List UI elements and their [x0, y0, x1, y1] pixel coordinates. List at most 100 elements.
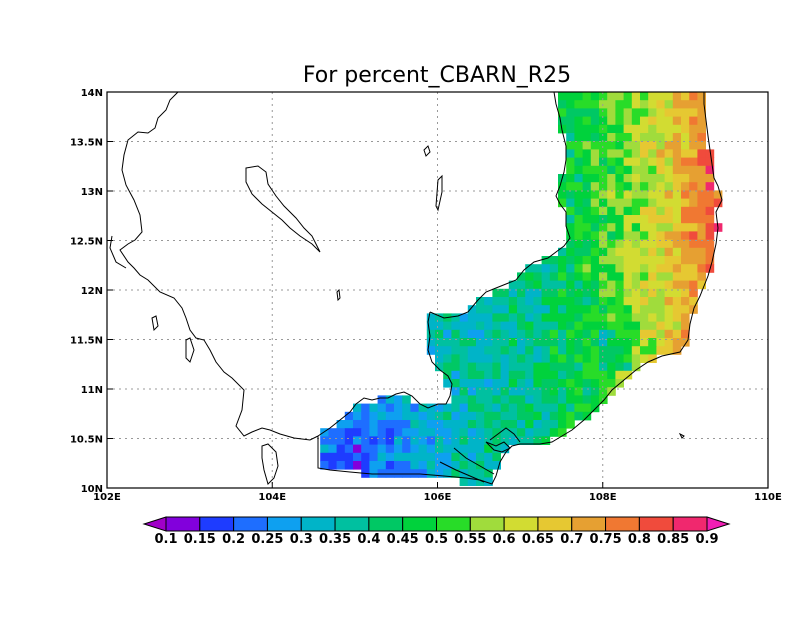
field-cell	[607, 149, 616, 158]
field-cell	[705, 223, 715, 232]
island-east-2	[435, 174, 443, 212]
field-cell	[394, 436, 403, 445]
field-cell	[402, 452, 411, 462]
field-cell	[484, 305, 493, 314]
field-cell	[697, 231, 706, 240]
field-cell	[648, 165, 657, 175]
field-cell	[558, 313, 567, 322]
field-cell	[369, 420, 378, 429]
field-cell	[689, 108, 698, 117]
field-cell	[517, 288, 526, 298]
field-cell	[640, 321, 649, 331]
colorbar-high-arrow	[706, 516, 731, 532]
field-cell	[566, 116, 575, 126]
field-cell	[672, 297, 682, 306]
field-cell	[435, 313, 444, 322]
field-cell	[517, 354, 526, 363]
field-cell	[640, 124, 649, 134]
colorbar-swatch	[334, 516, 370, 532]
field-cell	[418, 428, 428, 437]
field-cell	[631, 329, 641, 339]
field-cell	[574, 190, 583, 199]
field-cell	[377, 403, 387, 413]
field-cell	[607, 346, 616, 355]
field-cell	[590, 190, 600, 199]
field-cell	[500, 288, 510, 298]
colorbar-swatch	[233, 516, 268, 532]
field-cell	[385, 452, 395, 462]
field-cell	[590, 288, 600, 298]
field-cell	[590, 354, 600, 363]
field-cell	[402, 411, 411, 421]
field-cell	[492, 305, 501, 314]
field-cell	[582, 288, 592, 298]
colorbar-label: 0.6	[493, 532, 516, 547]
field-cell	[640, 92, 649, 101]
field-cell	[648, 288, 657, 298]
field-cell	[631, 338, 641, 347]
field-cell	[672, 116, 682, 126]
field-cell	[467, 444, 477, 454]
x-tick-label: 108E	[589, 492, 617, 503]
field-cell	[582, 321, 592, 331]
field-cell	[549, 346, 559, 355]
field-cell	[558, 329, 567, 339]
field-cell	[541, 305, 551, 314]
field-cell	[476, 362, 485, 372]
field-cell	[705, 231, 715, 240]
field-cell	[640, 329, 649, 339]
field-cell	[664, 305, 674, 314]
field-cell	[525, 395, 534, 404]
field-cell	[517, 428, 526, 437]
field-cell	[525, 436, 534, 445]
field-cell	[541, 420, 551, 429]
field-cell	[426, 411, 436, 421]
field-cell	[336, 428, 346, 437]
field-cell	[590, 395, 600, 404]
field-cell	[410, 461, 419, 470]
field-cell	[672, 100, 682, 109]
colorbar-label: 0.5	[425, 532, 448, 547]
field-cell	[533, 362, 542, 372]
field-cell	[467, 387, 477, 396]
field-cell	[541, 264, 551, 273]
field-cell	[615, 190, 624, 199]
field-cell	[566, 329, 575, 339]
field-cell	[410, 411, 419, 421]
field-cell	[517, 272, 526, 281]
field-cell	[607, 305, 616, 314]
map-title: For percent_CBARN_R25	[303, 63, 571, 88]
field-cell	[492, 297, 501, 306]
field-cell	[582, 92, 592, 101]
field-cell	[385, 420, 395, 429]
field-cell	[394, 411, 403, 421]
field-cell	[590, 379, 600, 388]
field-cell	[533, 329, 542, 339]
field-cell	[607, 108, 616, 117]
field-cell	[541, 288, 551, 298]
field-cell	[558, 297, 567, 306]
field-cell	[525, 329, 534, 339]
field-cell	[599, 198, 608, 208]
field-cell	[418, 411, 428, 421]
field-cell	[631, 362, 641, 372]
field-cell	[681, 149, 690, 158]
field-cell	[467, 370, 477, 380]
field-cell	[508, 354, 518, 363]
field-cell	[484, 420, 493, 429]
coastline-west	[119, 91, 319, 441]
field-cell	[623, 329, 633, 339]
field-cell	[353, 444, 362, 454]
field-cell	[533, 321, 542, 331]
field-cell	[648, 92, 657, 101]
field-cell	[656, 141, 665, 150]
field-cell	[615, 157, 624, 167]
field-cell	[549, 403, 559, 413]
x-tick-label: 110E	[754, 492, 782, 503]
colorbar-label: 0.2	[222, 532, 245, 547]
field-cell	[451, 461, 460, 470]
field-cell	[672, 198, 682, 208]
field-cell	[353, 461, 362, 470]
field-cell	[517, 395, 526, 404]
field-cell	[525, 288, 534, 298]
